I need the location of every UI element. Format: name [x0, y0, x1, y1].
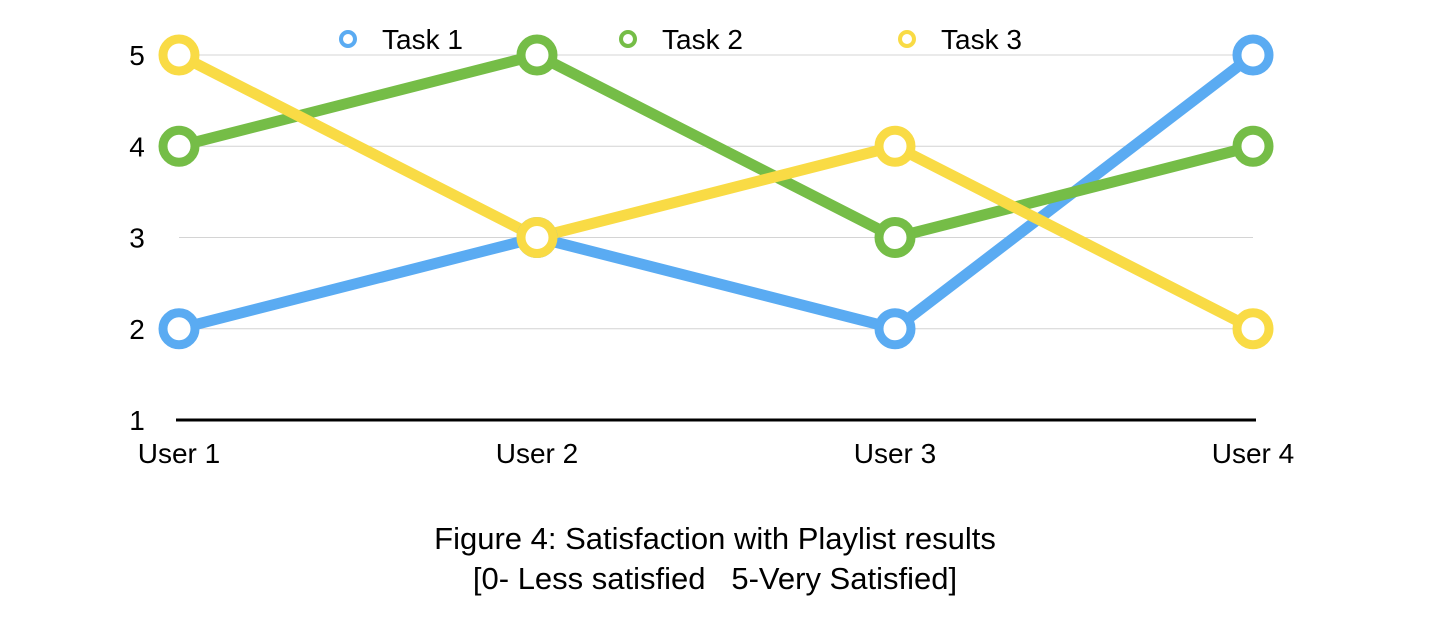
y-tick-label: 3 [129, 223, 145, 254]
data-point [158, 308, 200, 350]
legend-marker [898, 30, 916, 48]
x-tick-label: User 4 [1212, 438, 1294, 469]
series-2 [173, 49, 1259, 243]
figure-caption: Figure 4: Satisfaction with Playlist res… [434, 521, 996, 556]
data-point [158, 34, 200, 76]
data-point [874, 125, 916, 167]
y-tick-label: 1 [129, 405, 145, 436]
x-tick-label: User 2 [496, 438, 578, 469]
x-tick-label: User 3 [854, 438, 936, 469]
y-tick-label: 5 [129, 40, 145, 71]
y-tick-label: 4 [129, 131, 145, 162]
legend-marker [339, 30, 357, 48]
legend-item-3: Task 3 [898, 24, 1022, 55]
series-lines [158, 34, 1274, 350]
x-tick-label: User 1 [138, 438, 220, 469]
figure-caption-scale: [0- Less satisfied 5-Very Satisfied] [472, 561, 958, 596]
data-point [516, 217, 558, 258]
data-point [516, 34, 558, 76]
data-point [874, 308, 916, 350]
axes: 1 2 3 4 5 User 1 User 2 User 3 User 4 [129, 40, 1294, 469]
data-point [1232, 125, 1274, 167]
legend-label: Task 1 [382, 24, 463, 55]
data-point [1232, 34, 1274, 76]
legend-label: Task 3 [941, 24, 1022, 55]
data-point [874, 217, 916, 258]
series-line [173, 49, 1259, 243]
data-point [158, 125, 200, 167]
legend-marker [619, 30, 637, 48]
series-3 [173, 49, 1259, 335]
legend-label: Task 2 [662, 24, 743, 55]
legend-item-2: Task 2 [619, 24, 743, 55]
series-line [173, 49, 1259, 335]
legend: Task 1 Task 2 Task 3 [339, 24, 1022, 55]
legend-item-1: Task 1 [339, 24, 463, 55]
y-tick-label: 2 [129, 314, 145, 345]
data-point [1232, 308, 1274, 350]
